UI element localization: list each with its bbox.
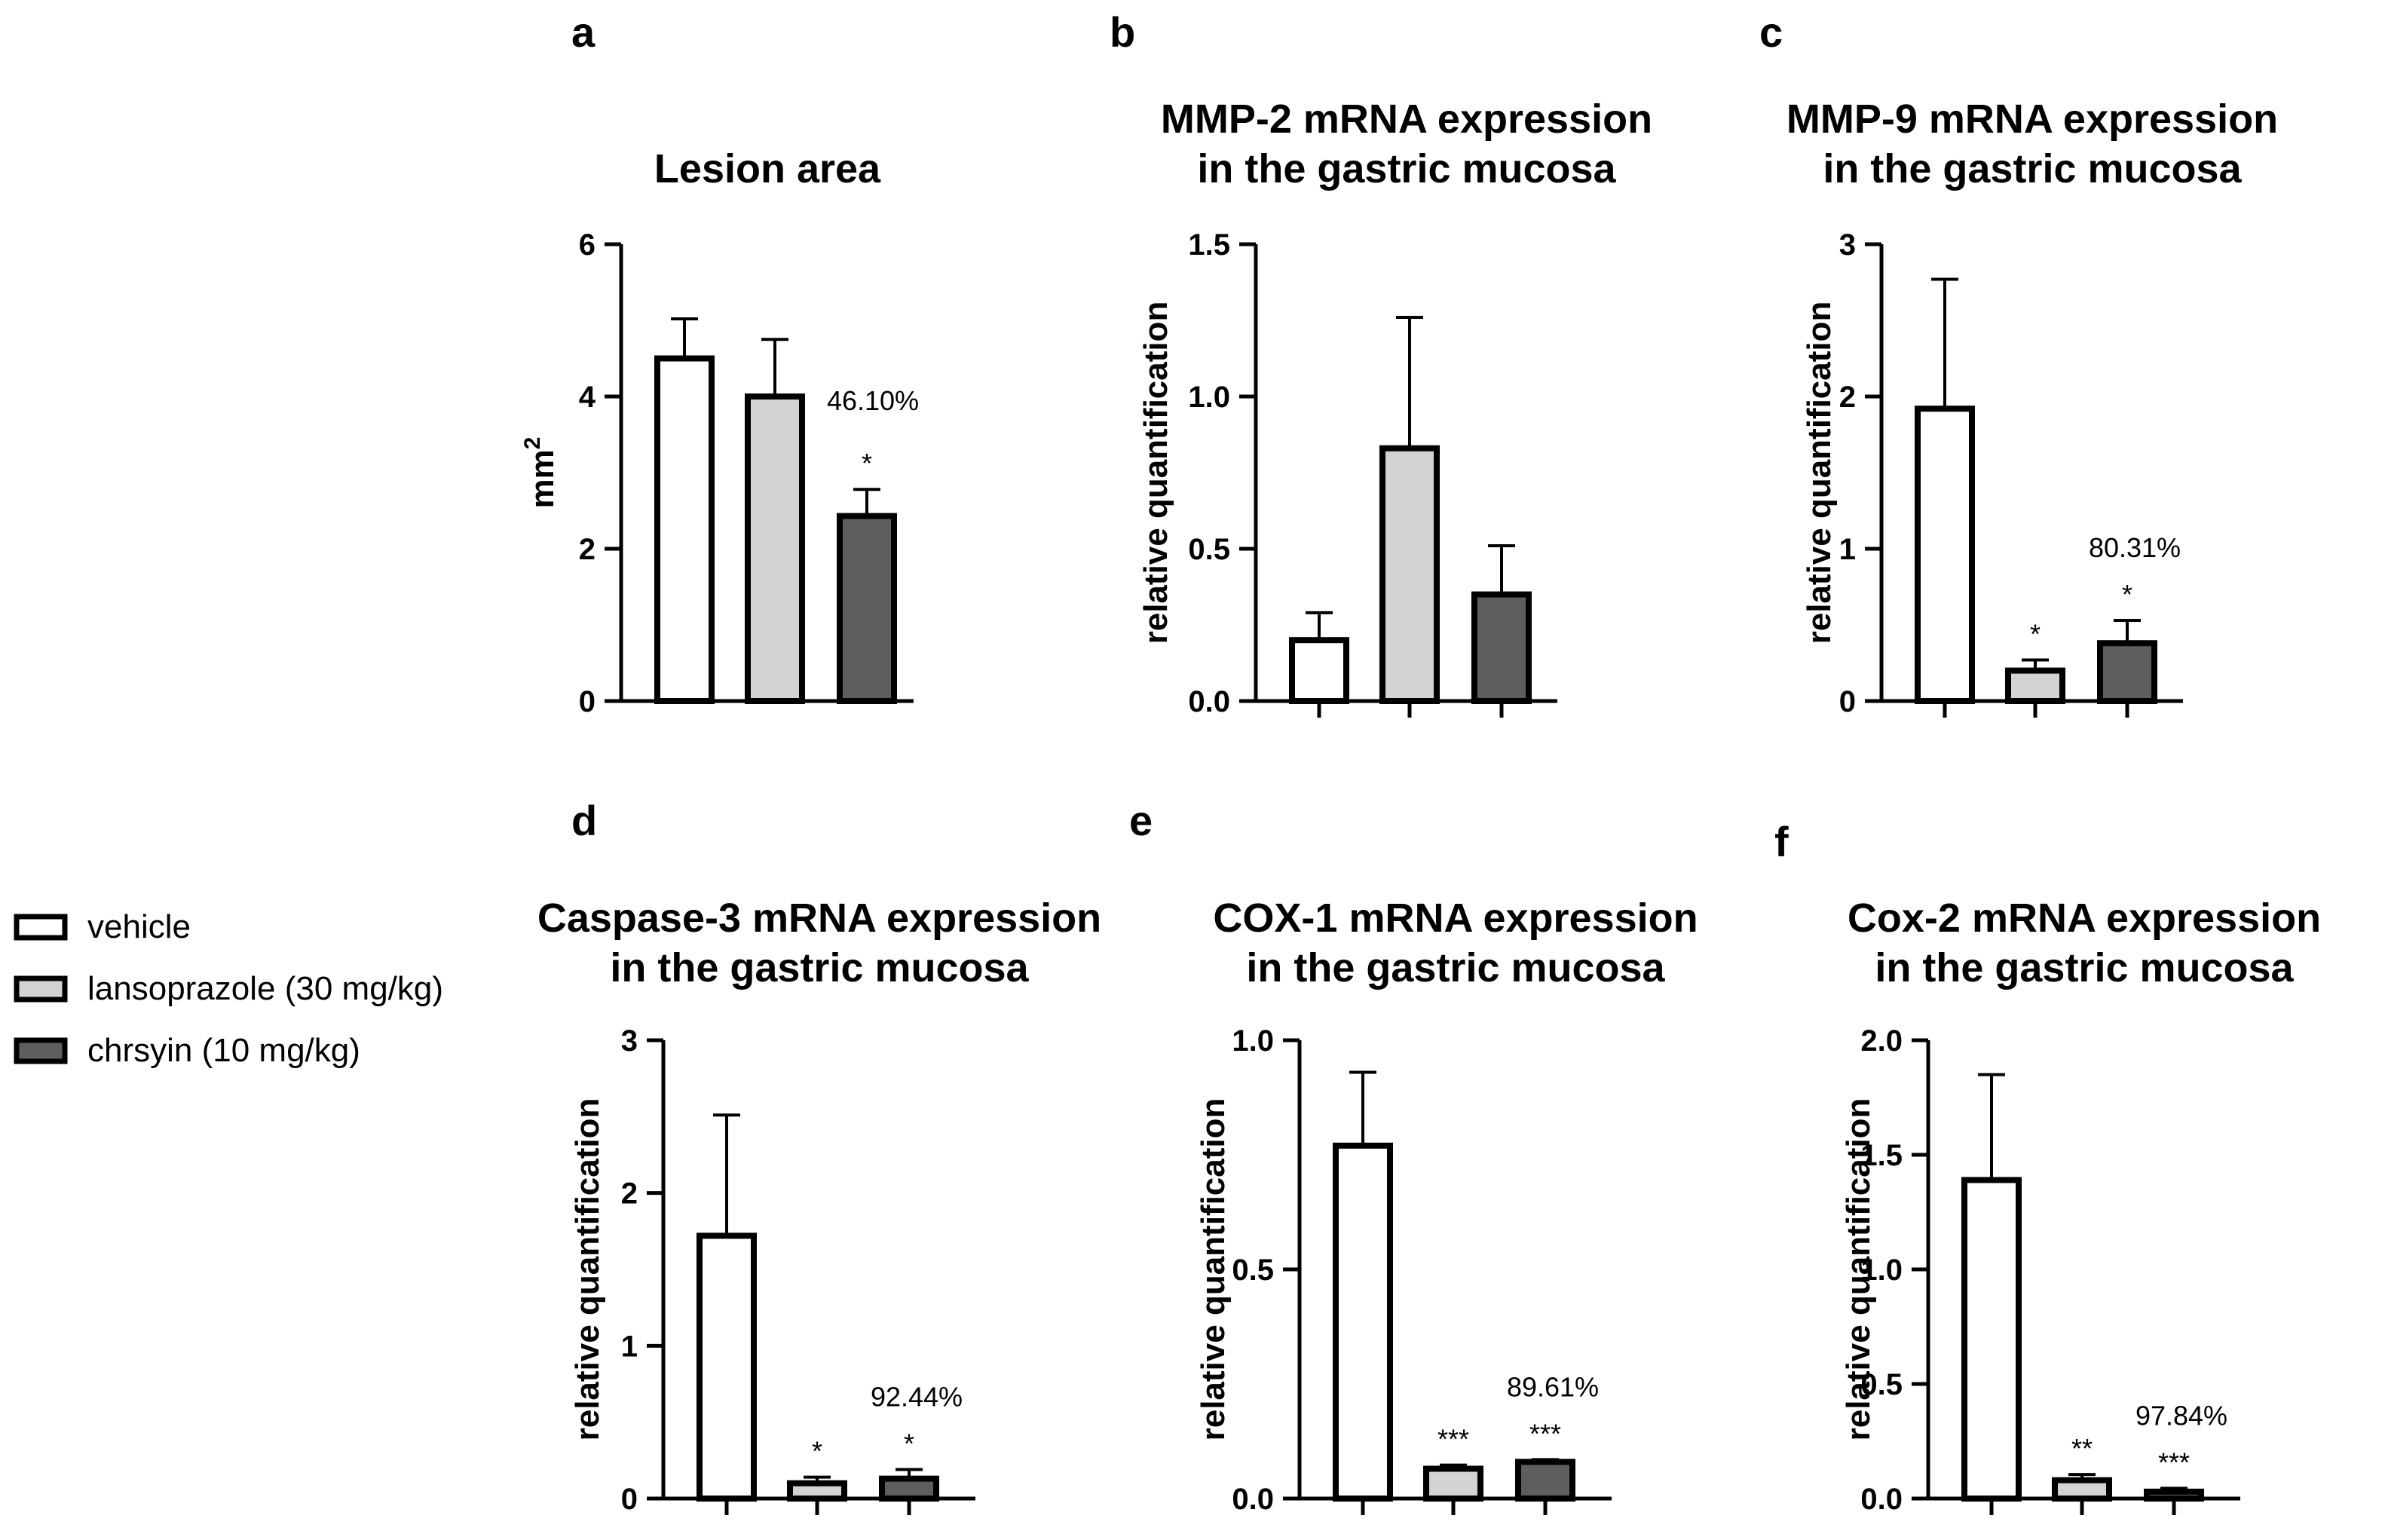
y-tick-label: 0.0	[1188, 685, 1230, 718]
y-tick-label: 0	[621, 1483, 638, 1516]
y-axis-label: mm2	[520, 437, 561, 509]
bar-d-2	[787, 1480, 847, 1502]
y-tick-label: 3	[621, 1024, 638, 1058]
chart-title: in the gastric mucosa	[1246, 945, 1665, 990]
bar-e-2	[1423, 1465, 1483, 1502]
panel-letter: a	[571, 8, 595, 56]
y-tick-label: 6	[579, 228, 595, 262]
y-tick-label: 0.5	[1232, 1254, 1274, 1287]
chart-title: Cox-2 mRNA expression	[1848, 896, 2321, 941]
significance-marker: *	[2030, 618, 2041, 649]
chart-title: in the gastric mucosa	[1197, 146, 1616, 191]
y-tick-label: 1.0	[1232, 1024, 1274, 1058]
percent-label: 80.31%	[2089, 532, 2181, 563]
chart-title: in the gastric mucosa	[1823, 146, 2242, 191]
legend-swatch-3	[14, 1037, 68, 1064]
legend-label-3: chrsyin (10 mg/kg)	[87, 1032, 360, 1069]
bar-d-1	[697, 1232, 757, 1502]
y-axis-label: relative quantification	[1801, 302, 1838, 644]
bar-e-3	[1515, 1459, 1575, 1502]
bar-f-1	[1961, 1177, 2022, 1502]
percent-label: 89.61%	[1507, 1371, 1599, 1402]
y-tick-label: 1	[621, 1330, 638, 1363]
y-tick-label: 1.0	[1188, 381, 1230, 414]
panel-letter: e	[1129, 797, 1153, 844]
chart-title: COX-1 mRNA expression	[1213, 896, 1698, 941]
legend-swatch-1	[14, 914, 68, 941]
chart-title: in the gastric mucosa	[1875, 945, 2294, 990]
legend-swatch-2	[14, 975, 68, 1003]
chart-title: Lesion area	[654, 146, 881, 191]
panel-letter: c	[1759, 8, 1783, 56]
significance-marker: **	[2071, 1433, 2093, 1464]
y-tick-label: 2	[579, 533, 595, 566]
y-tick-label: 0.5	[1860, 1368, 1903, 1401]
y-tick-label: 0.0	[1232, 1483, 1274, 1516]
y-tick-label: 2	[1839, 381, 1856, 414]
chart-title: in the gastric mucosa	[610, 945, 1029, 990]
y-axis-label-main: mm	[524, 449, 561, 508]
y-tick-label: 1.0	[1860, 1254, 1903, 1287]
chart-title: MMP-9 mRNA expression	[1786, 96, 2278, 142]
y-tick-label: 2.0	[1860, 1024, 1903, 1058]
bar-c-2	[2005, 667, 2065, 704]
legend-label-2: lansoprazole (30 mg/kg)	[87, 970, 443, 1007]
y-tick-label: 1	[1839, 533, 1856, 566]
legend-label-1: vehicle	[87, 908, 191, 945]
bar-e-1	[1333, 1142, 1393, 1502]
bar-a-3	[837, 513, 897, 704]
significance-marker: ***	[1437, 1424, 1469, 1455]
bar-b-2	[1379, 445, 1440, 704]
panel-letter: d	[571, 797, 597, 844]
significance-marker: *	[812, 1436, 822, 1467]
significance-marker: *	[2122, 579, 2132, 610]
bar-a-2	[745, 393, 805, 704]
y-tick-label: 0.5	[1188, 533, 1230, 566]
bar-c-3	[2097, 640, 2157, 704]
bar-d-3	[879, 1475, 939, 1502]
y-axis-label: relative quantification	[1195, 1098, 1232, 1441]
panel-letter: b	[1110, 8, 1135, 56]
bar-b-1	[1289, 637, 1349, 705]
percent-label: 46.10%	[827, 385, 919, 416]
y-axis-label-superscript: 2	[520, 437, 545, 450]
bar-c-1	[1915, 406, 1975, 704]
significance-marker: *	[904, 1428, 914, 1459]
y-tick-label: 0.0	[1860, 1483, 1903, 1516]
y-tick-label: 2	[621, 1177, 638, 1211]
y-tick-label: 1.5	[1860, 1139, 1903, 1172]
percent-label: 97.84%	[2135, 1400, 2227, 1431]
bar-f-3	[2144, 1488, 2204, 1502]
significance-marker: *	[862, 448, 872, 479]
y-tick-label: 4	[579, 381, 596, 414]
percent-label: 92.44%	[871, 1381, 963, 1412]
y-tick-label: 3	[1839, 228, 1856, 262]
chart-title: MMP-2 mRNA expression	[1161, 96, 1652, 142]
y-tick-label: 1.5	[1188, 228, 1230, 262]
y-axis-label: relative quantification	[1840, 1098, 1877, 1441]
significance-marker: ***	[2158, 1447, 2190, 1477]
y-tick-label: 0	[579, 685, 595, 718]
y-axis-label: relative quantification	[1137, 302, 1174, 644]
chart-title: Caspase-3 mRNA expression	[537, 896, 1101, 941]
y-tick-label: 0	[1839, 685, 1856, 718]
panel-letter: f	[1774, 818, 1789, 865]
bar-b-3	[1471, 591, 1532, 704]
legend: vehicle lansoprazole (30 mg/kg) chrsyin (1…	[14, 908, 443, 1069]
bar-f-2	[2052, 1477, 2112, 1502]
y-axis-label: relative quantification	[569, 1098, 606, 1441]
bar-a-1	[654, 355, 715, 704]
significance-marker: ***	[1529, 1418, 1561, 1449]
